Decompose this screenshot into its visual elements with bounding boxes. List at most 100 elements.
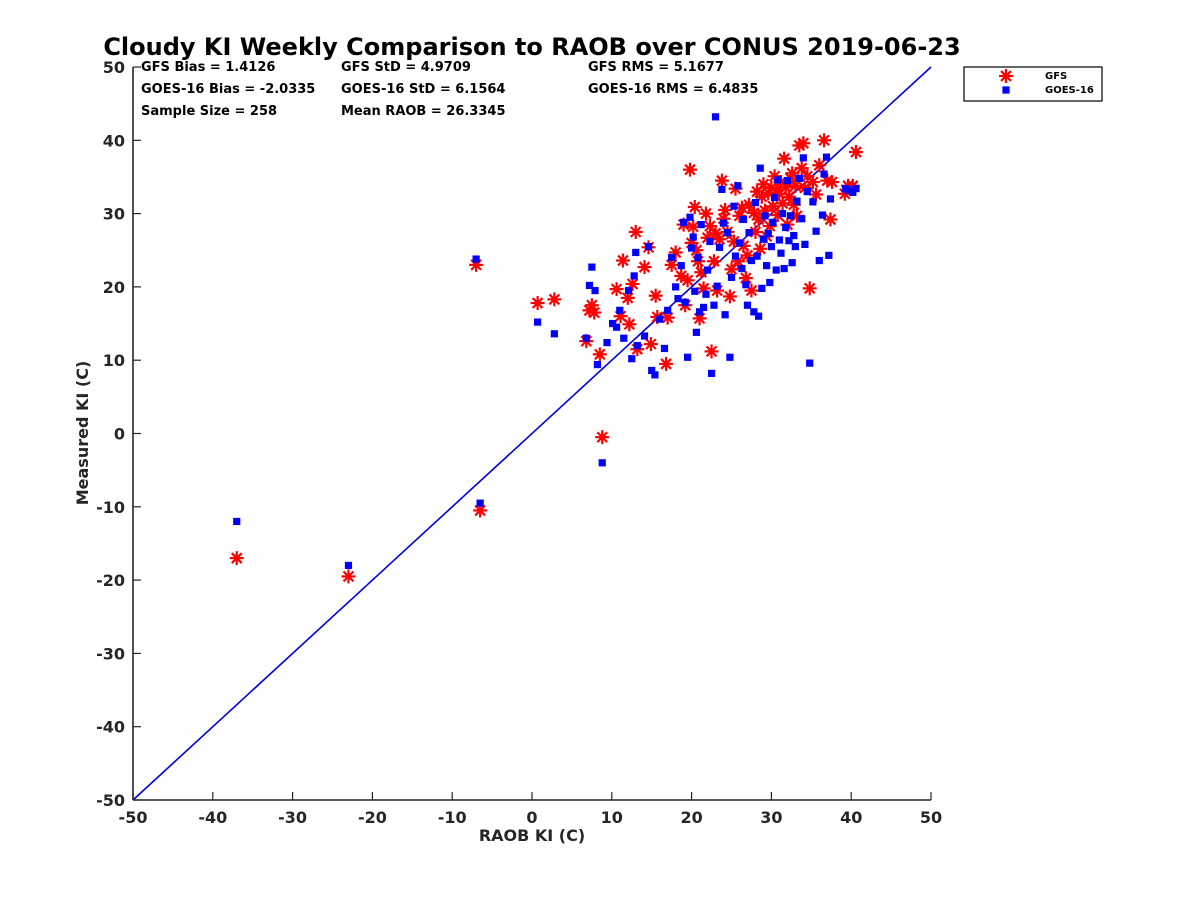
stat-gfs-std: GFS StD = 4.9709 — [341, 60, 471, 75]
goes16-point — [633, 341, 641, 350]
goes16-point — [715, 243, 724, 251]
asterisk-stroke — [799, 182, 811, 194]
goes16-point — [672, 283, 680, 291]
tick-layer: -50 -40 -30 -20 -10 0 10 20 30 40 50 -50 -40 -30 -20 -1… — [96, 58, 942, 827]
gfs-point — [812, 158, 827, 173]
goes16-point — [593, 360, 602, 369]
goes16-point — [721, 311, 729, 319]
gfs-point — [674, 268, 689, 283]
asterisk-stroke — [732, 255, 744, 267]
goes16-point — [668, 253, 676, 262]
goes16-point — [801, 240, 809, 248]
gfs-point — [659, 356, 674, 371]
asterisk-stroke — [797, 137, 810, 149]
goes16-point — [745, 229, 753, 237]
goes16-point — [726, 353, 734, 361]
goes16-point — [743, 301, 752, 309]
goes16-point — [759, 235, 768, 243]
asterisk-stroke — [531, 297, 544, 309]
goes16-point — [713, 282, 721, 290]
asterisk-stroke — [724, 290, 736, 303]
asterisk-stroke — [689, 201, 701, 213]
y-tick-label: 30 — [103, 205, 125, 224]
gfs-point — [687, 200, 702, 215]
gfs-point — [628, 224, 643, 239]
asterisk-stroke — [728, 235, 740, 248]
asterisk-stroke — [700, 207, 712, 220]
goes16-point — [767, 242, 775, 251]
goes16-point — [825, 251, 833, 259]
gfs-point — [587, 305, 602, 320]
asterisk-stroke — [622, 292, 634, 304]
asterisk-stroke — [231, 552, 243, 564]
gfs-point — [788, 178, 803, 193]
asterisk-stroke — [783, 191, 795, 203]
goes16-point — [763, 262, 771, 270]
goes16-point — [793, 197, 801, 205]
stat-gfs-rms: GFS RMS = 5.1677 — [588, 60, 724, 75]
x-tick-label: -50 — [119, 808, 148, 827]
stat-mean-raob: Mean RAOB = 26.3345 — [341, 104, 506, 119]
goes16-point — [849, 188, 857, 196]
asterisk-stroke — [709, 227, 722, 240]
x-tick-label: -30 — [278, 808, 307, 827]
goes16-point — [710, 301, 718, 309]
y-tick-label: 10 — [103, 351, 125, 370]
asterisk-stroke — [586, 299, 598, 311]
goes16-point — [742, 281, 750, 289]
x-tick-label: 50 — [920, 808, 942, 827]
gfs-point — [702, 219, 717, 234]
gfs-point — [609, 282, 624, 297]
y-axis-label: Measured KI (C) — [73, 361, 92, 506]
asterisk-stroke — [660, 358, 672, 370]
goes16-point — [806, 359, 814, 367]
goes16-point — [818, 211, 827, 219]
x-tick-label: 40 — [840, 808, 862, 827]
gfs-point — [706, 254, 721, 269]
x-tick-label: 20 — [680, 808, 702, 827]
y-tick-label: 50 — [103, 58, 125, 77]
gfs-point — [698, 206, 713, 221]
goes16-point — [711, 113, 720, 121]
goes16-point — [664, 306, 672, 314]
goes16-point — [809, 198, 817, 206]
gfs-point — [777, 151, 792, 166]
data-points-layer — [229, 113, 863, 584]
goes16-point — [798, 215, 806, 223]
goes16-point — [588, 263, 596, 271]
asterisk-stroke — [687, 221, 699, 233]
goes16-point — [790, 231, 798, 240]
gfs-point — [547, 292, 562, 307]
goes16-point — [758, 284, 766, 292]
stat-goes-bias: GOES-16 Bias = -2.0335 — [141, 82, 315, 97]
gfs-point — [809, 187, 824, 202]
chart-title: Cloudy KI Weekly Comparison to RAOB over… — [103, 33, 960, 61]
goes16-point — [699, 303, 708, 312]
goes16-point — [730, 202, 738, 210]
asterisk-stroke — [630, 226, 642, 238]
goes16-point — [689, 233, 697, 241]
goes16-point — [616, 306, 624, 314]
y-tick-label: -40 — [96, 718, 125, 737]
goes16-point — [640, 332, 649, 340]
asterisk-stroke — [638, 261, 651, 273]
goes16-point — [628, 355, 636, 363]
asterisk-stroke — [803, 282, 816, 295]
asterisk-stroke — [813, 159, 826, 171]
goes16-point — [727, 273, 736, 281]
x-tick-label: -20 — [358, 808, 387, 827]
gfs-point — [848, 145, 863, 160]
goes16-point — [777, 249, 785, 257]
asterisk-stroke — [610, 283, 623, 295]
y-tick-label: 20 — [103, 278, 125, 297]
asterisk-stroke — [690, 244, 703, 256]
goes16-point — [585, 281, 594, 290]
asterisk-stroke — [826, 176, 838, 188]
y-tick-label: -20 — [96, 571, 125, 590]
goes16-point — [783, 177, 791, 185]
asterisk-stroke — [588, 306, 600, 319]
goes16-point — [780, 264, 788, 273]
goes16-point — [719, 219, 728, 227]
gfs-point — [802, 281, 817, 296]
